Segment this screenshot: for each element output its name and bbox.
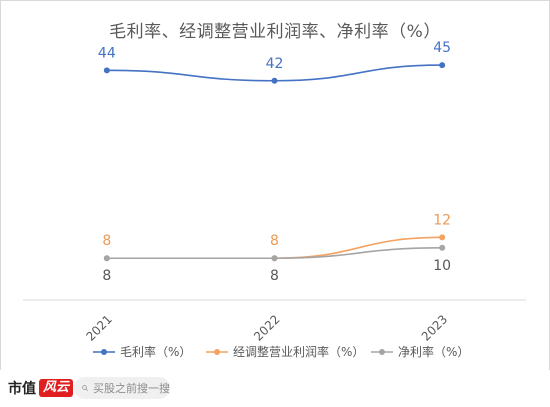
data-label: 8	[102, 233, 111, 249]
data-label: 10	[433, 258, 451, 274]
footer-bar: 市值 风云 买股之前搜一搜	[0, 370, 550, 407]
data-point	[439, 234, 446, 241]
chart-card: 毛利率、经调整营业利润率、净利率（%） 2021 2022 2023 44 42 45 8 8…	[0, 0, 550, 372]
legend-label: 净利率（%）	[398, 344, 469, 359]
x-tick-label: 2023	[419, 312, 450, 343]
chart-title: 毛利率、经调整营业利润率、净利率（%）	[109, 22, 441, 42]
brand-badge: 风云	[39, 379, 74, 397]
brand-name: 市值	[8, 381, 36, 397]
data-label: 8	[270, 233, 279, 249]
search-placeholder: 买股之前搜一搜	[93, 382, 170, 395]
x-tick-label: 2022	[251, 312, 282, 343]
search-bar[interactable]: 买股之前搜一搜	[74, 377, 170, 399]
data-point	[103, 67, 110, 74]
legend-marker	[214, 349, 220, 355]
data-label: 8	[102, 268, 111, 284]
legend-marker	[101, 349, 107, 355]
x-tick-label: 2021	[83, 312, 114, 343]
data-label: 44	[98, 45, 116, 61]
data-point	[271, 77, 278, 84]
data-label: 45	[433, 40, 451, 56]
data-point	[271, 255, 278, 262]
legend-marker	[379, 349, 385, 355]
line-chart: 2021 2022 2023 44 42 45 8 8 12 8 8 10 毛利率（%） 经调整营业利润率…	[23, 40, 526, 359]
data-label: 42	[266, 56, 284, 72]
data-point	[103, 255, 110, 262]
data-label: 8	[270, 268, 279, 284]
legend-label: 毛利率（%）	[120, 344, 191, 359]
data-label: 12	[433, 212, 451, 228]
brand-logo: 市值 风云	[8, 378, 74, 398]
search-icon	[82, 385, 88, 391]
data-point	[439, 244, 446, 251]
legend-label: 经调整营业利润率（%）	[233, 344, 364, 359]
data-point	[439, 62, 446, 69]
